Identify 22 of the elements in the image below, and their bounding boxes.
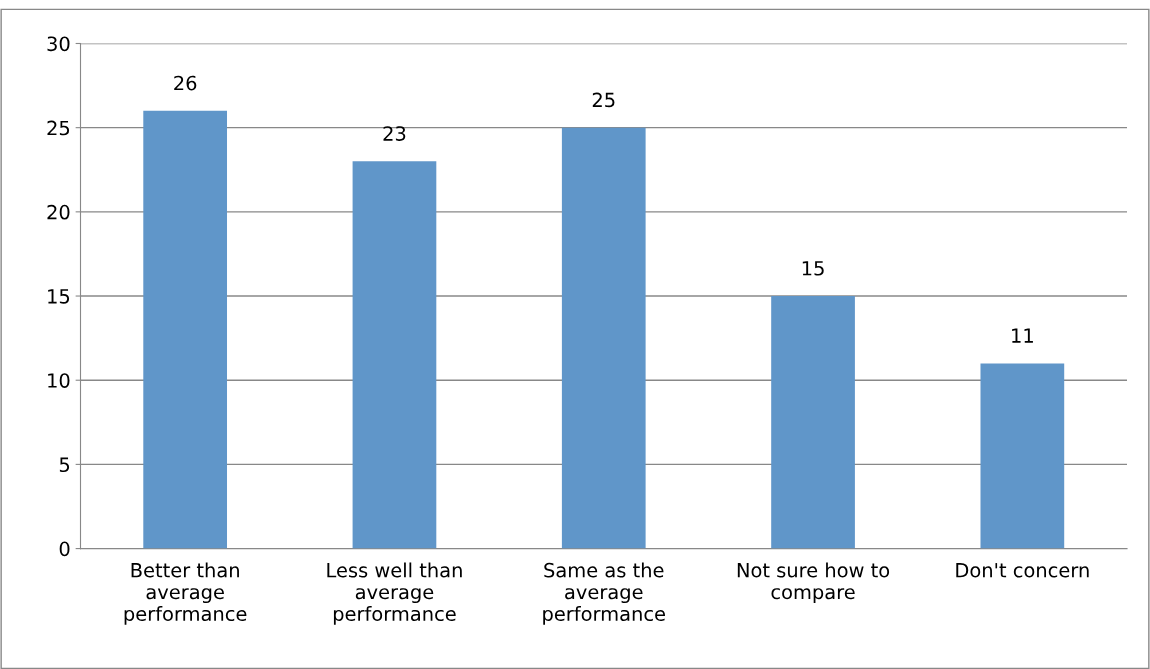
bar <box>771 296 855 549</box>
y-tick-label: 30 <box>47 36 70 52</box>
x-tick-label: Same as the average performance <box>543 562 665 625</box>
x-tick-label: Better than average performance <box>124 562 247 625</box>
y-tick-label: 5 <box>59 457 70 473</box>
y-tick-label: 0 <box>59 541 70 557</box>
data-label: 15 <box>802 261 824 276</box>
bar <box>352 161 437 549</box>
data-label: 26 <box>174 75 197 91</box>
bar <box>980 363 1065 549</box>
x-tick-label: Not sure how to compare <box>737 562 890 604</box>
x-tick-label: Don't concern <box>956 563 1089 578</box>
y-tick-label: 15 <box>48 289 70 304</box>
x-tick-label: Less well than average performance <box>327 562 462 625</box>
data-label: 23 <box>383 126 406 141</box>
data-label: 11 <box>1012 328 1033 343</box>
y-tick-label: 25 <box>47 120 70 136</box>
y-tick-label: 10 <box>48 373 70 388</box>
y-tick-label: 20 <box>47 204 70 220</box>
data-label: 25 <box>592 92 615 108</box>
bar <box>143 110 228 549</box>
bar <box>561 127 646 549</box>
